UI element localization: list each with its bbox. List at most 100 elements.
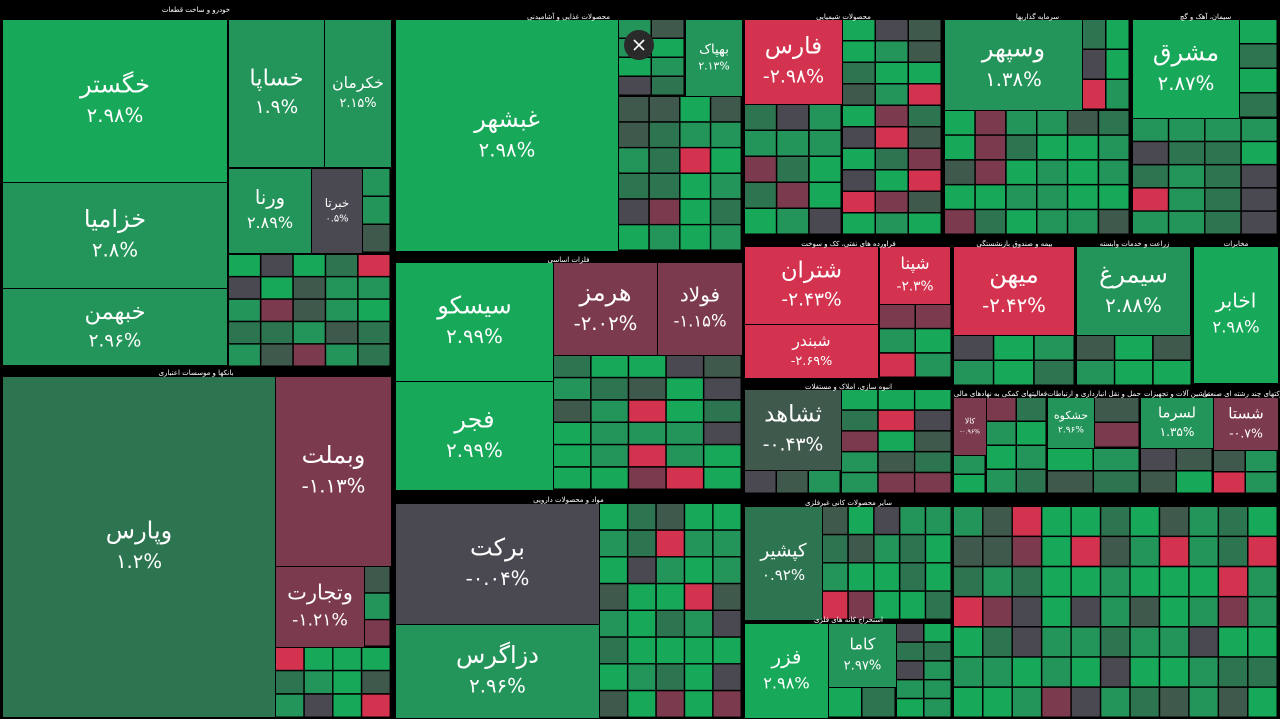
tile[interactable]: [396, 20, 618, 251]
tile[interactable]: [396, 382, 553, 490]
close-icon: [633, 39, 645, 51]
minor-tile: [711, 174, 741, 199]
tile[interactable]: [745, 507, 822, 620]
minor-tile: [1219, 687, 1248, 717]
tile[interactable]: [325, 20, 391, 167]
minor-tile: [656, 557, 684, 583]
tile-name: وپارس: [106, 516, 172, 544]
minor-tile: [1248, 567, 1277, 596]
minor-tile: [954, 597, 982, 626]
minor-tile: [983, 687, 1012, 717]
minor-tile: [1106, 20, 1129, 49]
tile[interactable]: [1194, 247, 1278, 383]
tile[interactable]: [276, 567, 364, 647]
tile[interactable]: [686, 20, 742, 96]
minor-tile: [876, 63, 908, 83]
tile[interactable]: [3, 289, 227, 365]
minor-tile: [954, 687, 982, 717]
tile[interactable]: [229, 169, 311, 253]
tile[interactable]: [1214, 398, 1278, 450]
tile-name: خبرتا: [325, 196, 349, 211]
minor-tile: [983, 507, 1012, 536]
minor-tile: [680, 148, 710, 173]
tile[interactable]: [1048, 398, 1094, 448]
tile[interactable]: [396, 625, 599, 718]
minor-tile: [1006, 185, 1036, 209]
tile[interactable]: [658, 263, 742, 355]
minor-tile: [1240, 69, 1277, 92]
minor-tile: [924, 661, 951, 679]
close-button[interactable]: [624, 30, 654, 60]
minor-tile: [1240, 93, 1277, 117]
tile[interactable]: [745, 624, 828, 718]
minor-tile: [842, 473, 878, 493]
tile[interactable]: [3, 183, 227, 288]
minor-tile: [1169, 188, 1205, 211]
minor-tile: [843, 127, 875, 148]
minor-tile: [823, 591, 848, 619]
minor-tile: [652, 58, 684, 76]
minor-tile: [1248, 657, 1277, 687]
tile[interactable]: [229, 20, 324, 167]
tile-name: میهن: [989, 260, 1038, 288]
minor-tile: [874, 535, 899, 563]
tile[interactable]: [945, 20, 1082, 110]
minor-tile: [1012, 537, 1041, 566]
minor-tile: [711, 122, 741, 147]
minor-tile: [229, 299, 260, 321]
minor-tile: [926, 507, 951, 534]
sector-title: فلزات اساسی: [548, 256, 590, 264]
minor-tile: [1219, 657, 1248, 687]
tile[interactable]: [3, 377, 275, 717]
tile[interactable]: [954, 398, 986, 455]
minor-tile: [900, 507, 925, 534]
tile[interactable]: [276, 377, 391, 566]
tile[interactable]: [3, 20, 227, 182]
minor-tile: [880, 329, 915, 353]
minor-tile: [1095, 423, 1139, 447]
minor-tile: [1101, 507, 1130, 536]
minor-tile: [554, 356, 591, 377]
minor-tile: [1012, 687, 1041, 717]
tile[interactable]: [312, 169, 362, 253]
minor-tile: [1099, 135, 1129, 160]
minor-tile: [876, 106, 908, 126]
minor-tile: [1205, 142, 1241, 164]
tile-change: ۲.۹۸%: [87, 104, 144, 127]
minor-tile: [293, 299, 325, 321]
tile[interactable]: [745, 247, 878, 324]
minor-tile: [1241, 165, 1277, 188]
tile-name: هرمز: [579, 278, 632, 306]
minor-tile: [666, 423, 703, 444]
minor-tile: [945, 135, 975, 160]
minor-tile: [713, 584, 741, 610]
tile-change: -۰.۷%: [1229, 425, 1263, 440]
minor-tile: [656, 504, 684, 530]
tile-name: وتجارت: [287, 580, 353, 604]
tile[interactable]: [1077, 247, 1190, 335]
minor-tile: [1160, 537, 1189, 566]
minor-tile: [954, 475, 985, 493]
tile[interactable]: [1133, 20, 1239, 118]
tile[interactable]: [829, 624, 896, 687]
tile[interactable]: [1141, 398, 1213, 448]
minor-tile: [924, 624, 951, 642]
tile-change: ۱.۲%: [116, 550, 162, 573]
minor-tile: [924, 699, 951, 717]
minor-tile: [276, 648, 304, 670]
tile[interactable]: [745, 20, 842, 104]
tile[interactable]: [745, 390, 841, 470]
tile-change: ۲.۹۸%: [1212, 318, 1259, 337]
tile[interactable]: [880, 247, 950, 304]
minor-tile: [1133, 165, 1168, 188]
tile[interactable]: [954, 247, 1074, 335]
tile[interactable]: [745, 325, 878, 378]
sector-title: خودرو و ساخت قطعات: [162, 6, 230, 14]
minor-tile: [591, 423, 628, 444]
tile-change: ۲.۸%: [92, 239, 138, 262]
tile-change: ۲.۸۸%: [1105, 294, 1162, 317]
tile[interactable]: [396, 263, 553, 381]
tile[interactable]: [554, 263, 657, 355]
minor-tile: [900, 535, 925, 563]
tile[interactable]: [396, 504, 599, 624]
